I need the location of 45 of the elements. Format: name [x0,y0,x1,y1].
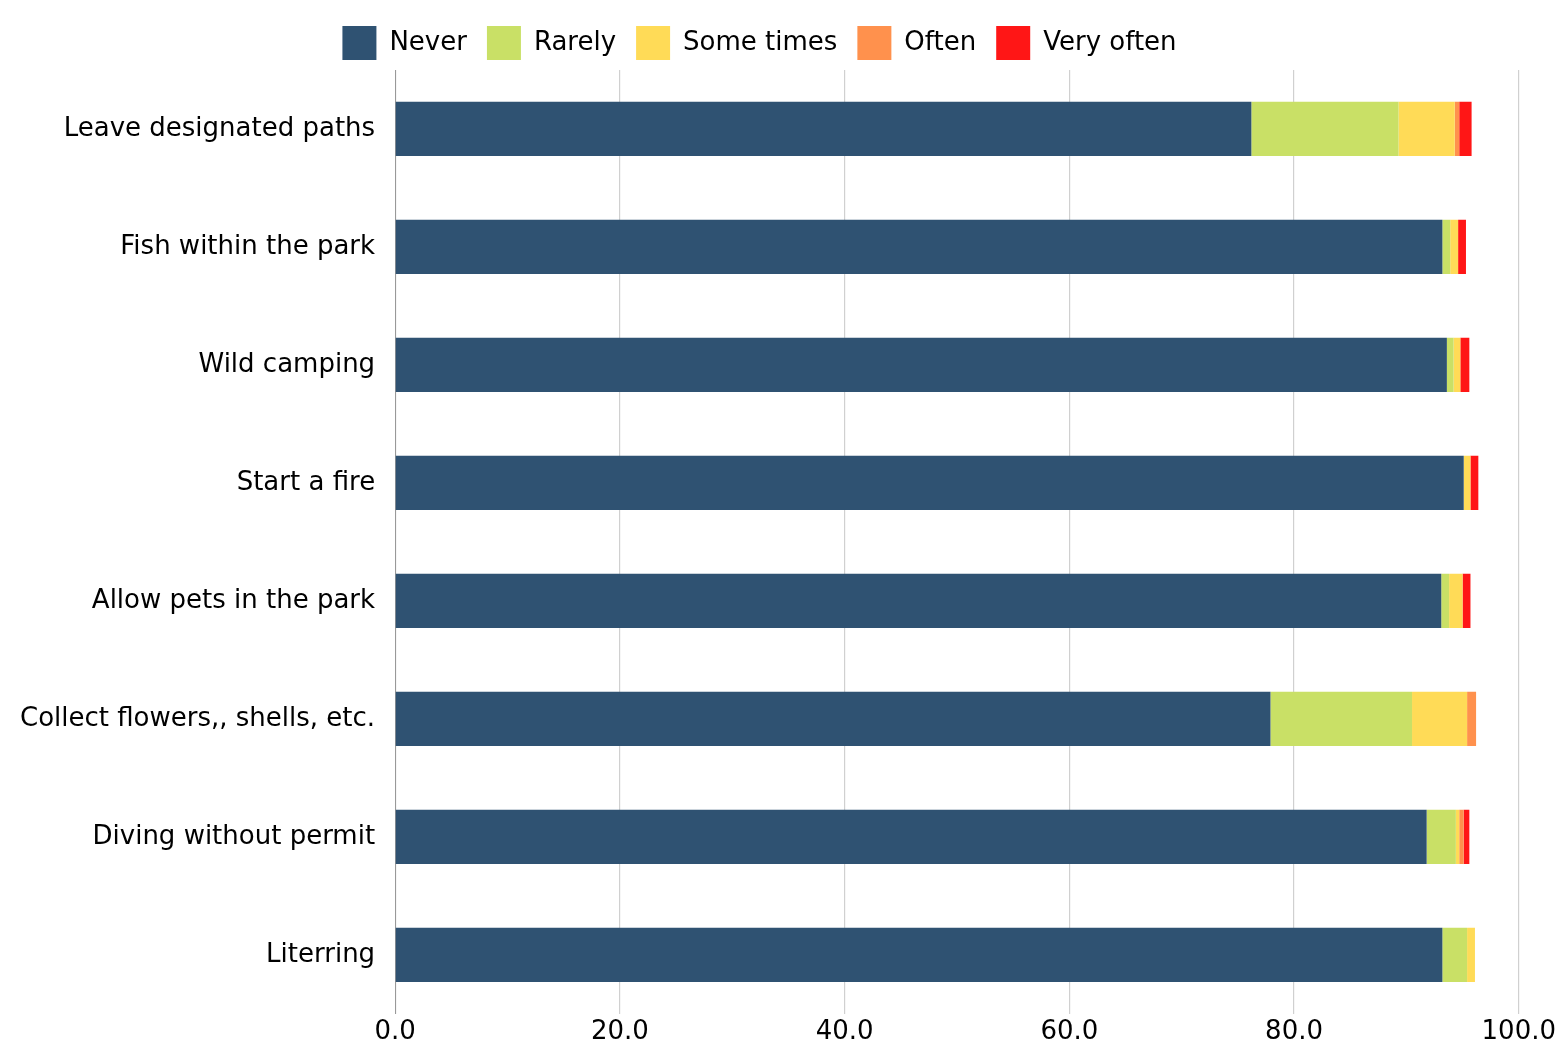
bar [1467,927,1475,982]
bar [1426,809,1456,864]
y-tick-label: Fish within the park [120,229,376,260]
bar [395,455,1464,511]
bar [1460,337,1470,393]
bar [395,927,1443,982]
bar [1270,691,1413,746]
bar [395,573,1442,629]
bar [395,337,1447,393]
bar [1470,455,1479,511]
y-tick-label: Diving without permit [92,819,376,850]
bar [395,101,1252,157]
x-tick-label: 80.0 [1265,1015,1323,1046]
x-tick-label: 20.0 [590,1015,649,1046]
legend-label: Never [389,25,468,56]
x-tick-label: 60.0 [1040,1015,1099,1046]
y-tick-label: Leave designated paths [63,111,376,142]
y-tick-label: Literring [266,937,376,968]
x-tick-label: 100.0 [1481,1015,1556,1046]
bar [1412,691,1468,746]
y-tick-label: Collect flowers,, shells, etc. [19,701,376,732]
bar [395,809,1427,864]
bar [1450,219,1459,275]
bar [1449,573,1463,629]
bar [1459,101,1472,157]
legend-label: Some times [683,25,838,56]
bar [1441,573,1450,629]
legend-label: Rarely [533,25,617,56]
legend-label: Often [904,25,977,56]
bar [395,219,1443,275]
bar [1446,337,1454,393]
bar [1442,927,1468,982]
bar [1458,219,1466,275]
bar [1251,101,1399,157]
bar [1467,691,1477,746]
bar [1459,809,1464,864]
bar [1442,219,1451,275]
y-tick-label: Start a fire [236,465,376,496]
y-tick-label: Wild camping [198,347,376,378]
bar [395,691,1271,746]
x-tick-label: 40.0 [815,1015,874,1046]
x-tick-label: 0.0 [374,1015,416,1046]
legend-label: Very often [1043,25,1177,56]
y-tick-label: Allow pets in the park [91,583,376,614]
bar [1398,101,1455,157]
